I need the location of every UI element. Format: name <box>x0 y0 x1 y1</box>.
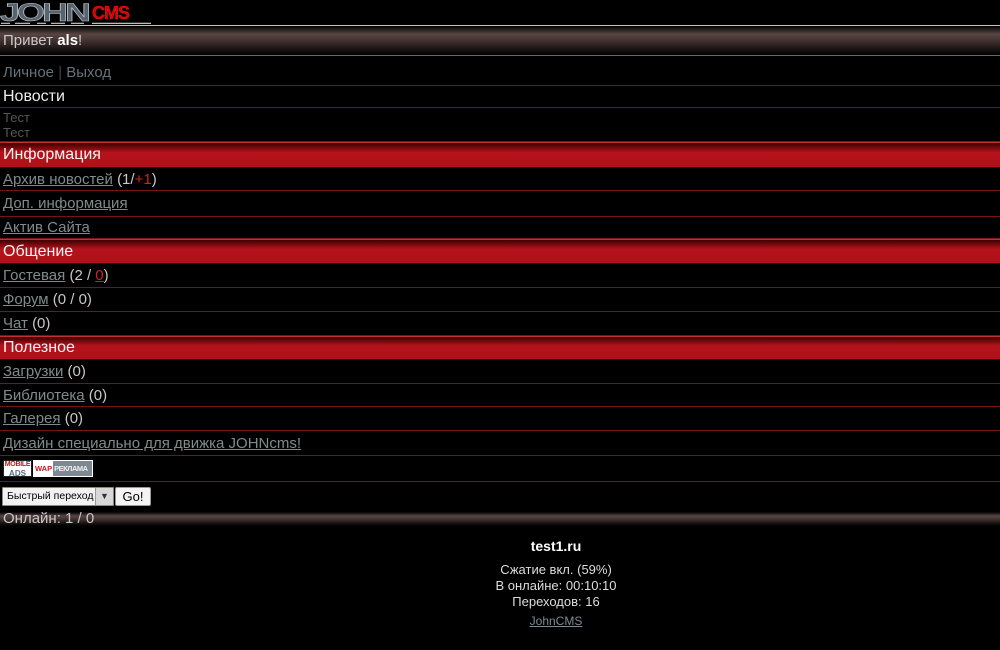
svg-text:CMS: CMS <box>92 3 130 23</box>
